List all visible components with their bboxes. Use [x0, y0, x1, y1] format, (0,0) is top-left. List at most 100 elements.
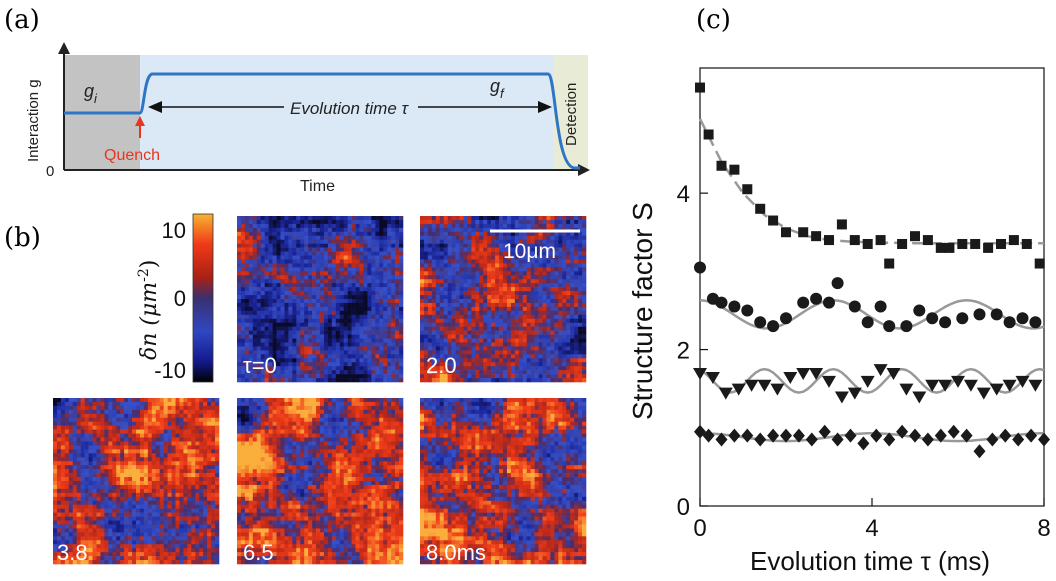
- diamond-marker: [741, 428, 754, 443]
- circle-marker: [797, 296, 810, 309]
- diamond-marker: [999, 428, 1012, 443]
- image-label-tau-8: 8.0ms: [426, 540, 486, 565]
- square-marker: [922, 235, 933, 246]
- circle-marker: [780, 312, 792, 325]
- square-marker: [768, 215, 779, 226]
- density-image-tau-8: [420, 398, 587, 565]
- diamond-marker: [805, 432, 818, 447]
- triangle-down-marker: [873, 364, 888, 377]
- panel-a: (a) Evolution time τ gi gf Quench Detect…: [4, 5, 590, 195]
- square-marker: [716, 160, 727, 171]
- circle-marker: [956, 312, 969, 325]
- g-initial-label: gi: [84, 81, 98, 106]
- square-marker: [983, 242, 994, 253]
- image-label-tau-2: 2.0: [426, 353, 457, 378]
- triangle-down-marker: [951, 375, 965, 388]
- square-marker: [897, 238, 908, 249]
- triangle-down-marker: [886, 368, 901, 381]
- square-marker: [695, 82, 705, 93]
- circle-marker: [741, 304, 754, 317]
- triangle-down-marker: [847, 387, 862, 400]
- colorbar-label: δn (μm-2): [136, 260, 162, 360]
- diamond-marker: [831, 432, 844, 447]
- diamond-marker: [909, 428, 921, 443]
- diamond-marker: [883, 432, 896, 447]
- triangle-down-marker: [796, 368, 811, 381]
- triangle-down-marker: [1015, 375, 1030, 388]
- y-axis-label: Structure factor S: [627, 202, 658, 420]
- diamond-marker: [960, 428, 973, 443]
- circle-marker: [831, 277, 844, 290]
- quench-arrowhead: [135, 116, 145, 126]
- triangle-down-marker: [989, 383, 1004, 396]
- square-marker: [1021, 238, 1032, 249]
- diamond-marker: [702, 428, 715, 443]
- diamond-marker: [973, 444, 986, 459]
- circle-marker: [728, 300, 741, 313]
- diamond-marker: [780, 428, 792, 443]
- diamond-marker: [1025, 428, 1038, 443]
- evolution-time-label: Evolution time τ: [290, 99, 409, 118]
- circle-marker: [861, 316, 874, 329]
- diamond-marker: [986, 432, 999, 447]
- detection-label: Detection: [563, 83, 580, 146]
- square-marker: [935, 242, 946, 253]
- square-marker: [729, 164, 740, 175]
- square-marker: [1008, 235, 1019, 246]
- square-marker: [755, 203, 766, 214]
- data-points: [693, 82, 1050, 459]
- triangle-down-marker: [976, 387, 991, 400]
- triangle-down-marker: [925, 379, 940, 392]
- circle-marker: [1003, 316, 1016, 329]
- circle-marker: [973, 308, 986, 321]
- circle-marker: [694, 261, 706, 274]
- triangle-down-marker: [1028, 379, 1043, 392]
- panel-b: (b) 10 0 -10 δn (μm-2) τ=0 2.0 3.8 6.5 8: [4, 213, 587, 565]
- circle-marker: [767, 320, 780, 333]
- panel-a-y-label: Interaction g: [25, 79, 42, 162]
- panel-label-c: (c): [696, 5, 731, 35]
- density-image-tau-6-5: [237, 398, 404, 565]
- interaction-curve: [64, 72, 580, 170]
- circle-marker: [990, 308, 1003, 321]
- panel-a-y-arrowhead: [58, 42, 70, 54]
- quench-label: Quench: [104, 147, 160, 164]
- square-marker: [781, 227, 791, 238]
- fit-curve-square: [698, 118, 1044, 245]
- square-marker: [944, 242, 955, 253]
- square-marker: [849, 235, 860, 246]
- square-marker: [970, 238, 981, 249]
- triangle-down-marker: [938, 379, 953, 392]
- triangle-down-marker: [822, 375, 836, 388]
- square-marker: [703, 129, 714, 140]
- square-marker: [836, 219, 847, 230]
- tick-group: 0 4 8 0 2 4: [677, 181, 1051, 542]
- image-label-tau-6-5: 6.5: [243, 540, 274, 565]
- circle-marker: [926, 312, 939, 325]
- square-marker: [910, 231, 920, 242]
- panel-a-x-label: Time: [300, 178, 335, 195]
- circle-marker: [939, 316, 952, 329]
- square-marker: [996, 238, 1006, 249]
- square-marker: [875, 235, 886, 246]
- evolution-arrow-right-head: [538, 101, 552, 113]
- scale-bar-label: 10μm: [503, 240, 556, 263]
- panel-a-x-arrowhead: [578, 164, 590, 176]
- triangle-down-marker: [809, 368, 824, 381]
- x-tick-label: 8: [1037, 515, 1050, 542]
- square-marker: [798, 227, 809, 238]
- diamond-marker: [754, 432, 767, 447]
- circle-marker: [913, 304, 926, 317]
- circle-marker: [874, 300, 887, 313]
- square-marker: [811, 231, 822, 242]
- square-marker: [1034, 258, 1045, 269]
- triangle-down-marker: [757, 379, 772, 392]
- image-label-tau-3-8: 3.8: [57, 540, 88, 565]
- triangle-down-marker: [834, 391, 849, 404]
- diamond-marker: [934, 428, 947, 443]
- panel-label-a: (a): [4, 5, 40, 35]
- panel-label-b: (b): [4, 223, 41, 253]
- x-axis-label: Evolution time τ (ms): [750, 546, 990, 576]
- diamond-marker: [947, 424, 960, 439]
